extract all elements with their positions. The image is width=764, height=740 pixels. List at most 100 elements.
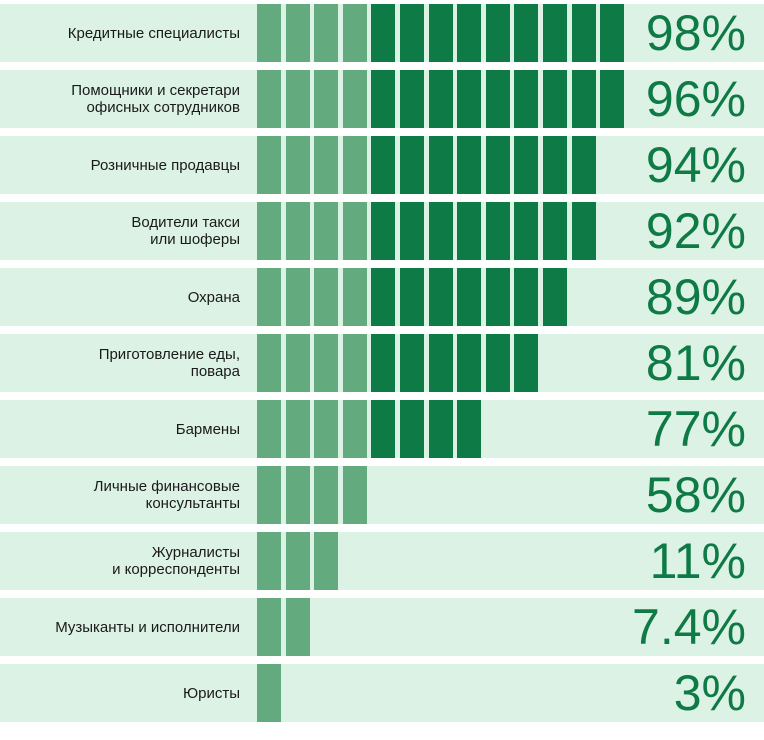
value-label: 81%: [645, 335, 746, 391]
bar-segment-dark: [486, 334, 510, 392]
bar-segment-dark: [429, 202, 453, 260]
bar-segment-dark: [429, 268, 453, 326]
bar-segment-dark: [429, 400, 453, 458]
bar-segment-dark: [429, 70, 453, 128]
bar-segment-light: [286, 136, 310, 194]
bar-segment-dark: [400, 202, 424, 260]
bar-segment-light: [343, 136, 367, 194]
bar-segment-light: [257, 268, 281, 326]
category-label: Приготовление еды, повара: [98, 346, 240, 380]
bar-segment-dark: [486, 202, 510, 260]
value-label: 3%: [673, 665, 746, 721]
bar-segment-dark: [514, 202, 538, 260]
bar-segment-dark: [400, 4, 424, 62]
bar-segment-dark: [457, 202, 481, 260]
category-label: Кредитные специалисты: [67, 24, 240, 42]
bar-segment-light: [343, 334, 367, 392]
bar-segment-light: [286, 4, 310, 62]
bar-segment-dark: [400, 70, 424, 128]
bar-segment-light: [257, 202, 281, 260]
value-label: 11%: [649, 533, 746, 589]
bar-segment-light: [286, 400, 310, 458]
bar-segment-light: [314, 136, 338, 194]
value-label: 96%: [645, 71, 746, 127]
bar-segment-dark: [371, 268, 395, 326]
bar-segment-light: [286, 598, 310, 656]
bar-segment-dark: [457, 400, 481, 458]
bar-segment-light: [343, 466, 367, 524]
bar-segment-dark: [572, 202, 596, 260]
bar-segment-light: [286, 268, 310, 326]
value-label: 89%: [645, 269, 746, 325]
bar-segment-dark: [429, 4, 453, 62]
bar-segment-dark: [371, 202, 395, 260]
value-label: 94%: [645, 137, 746, 193]
bar-row: [0, 466, 764, 524]
bar-segment-dark: [400, 400, 424, 458]
value-label: 92%: [645, 203, 746, 259]
value-label: 58%: [645, 467, 746, 523]
bar-segment-dark: [514, 70, 538, 128]
category-label: Личные финансовые консультанты: [93, 478, 240, 512]
bar-segment-dark: [543, 4, 567, 62]
bar-segment-light: [257, 334, 281, 392]
bar-segment-dark: [400, 136, 424, 194]
bar-row: [0, 598, 764, 656]
bar-segment-light: [257, 400, 281, 458]
bar-segment-light: [286, 532, 310, 590]
bar-segment-dark: [514, 4, 538, 62]
bar-segment-dark: [457, 268, 481, 326]
bar-segment-light: [257, 466, 281, 524]
bar-segment-dark: [600, 70, 624, 128]
category-label: Розничные продавцы: [90, 156, 240, 174]
bar-segment-light: [286, 70, 310, 128]
bar-segment-dark: [429, 334, 453, 392]
bar-segment-dark: [600, 4, 624, 62]
bar-segment-light: [314, 70, 338, 128]
category-label: Бармены: [175, 420, 240, 438]
value-label: 77%: [645, 401, 746, 457]
bar-row: [0, 532, 764, 590]
value-label: 98%: [645, 5, 746, 61]
bar-segment-dark: [514, 136, 538, 194]
bar-segment-light: [257, 664, 281, 722]
bar-segment-dark: [543, 202, 567, 260]
category-label: Охрана: [187, 288, 240, 306]
bar-segment-light: [257, 136, 281, 194]
bar-segment-dark: [486, 268, 510, 326]
bar-segment-light: [314, 202, 338, 260]
bar-segment-light: [343, 202, 367, 260]
bar-segment-dark: [371, 334, 395, 392]
bar-segment-light: [314, 466, 338, 524]
bar-segment-dark: [543, 70, 567, 128]
value-label: 7.4%: [632, 599, 746, 655]
bar-segment-dark: [457, 334, 481, 392]
bar-segment-dark: [572, 4, 596, 62]
bar-segment-light: [343, 4, 367, 62]
bar-segment-dark: [543, 268, 567, 326]
bar-segment-dark: [486, 136, 510, 194]
bar-segment-light: [257, 4, 281, 62]
category-label: Музыканты и исполнители: [55, 618, 240, 636]
bar-segment-light: [257, 70, 281, 128]
bar-segment-dark: [486, 4, 510, 62]
category-label: Помощники и секретари офисных сотруднико…: [71, 82, 240, 116]
category-label: Водители такси или шоферы: [131, 214, 240, 248]
bar-segment-dark: [457, 4, 481, 62]
bar-segment-dark: [400, 334, 424, 392]
bar-segment-light: [314, 334, 338, 392]
bar-segment-dark: [400, 268, 424, 326]
category-label: Юристы: [182, 684, 240, 702]
bar-segment-light: [314, 4, 338, 62]
bar-segment-light: [343, 268, 367, 326]
bar-segment-dark: [486, 70, 510, 128]
bar-segment-dark: [457, 70, 481, 128]
bar-segment-light: [314, 268, 338, 326]
bar-segment-dark: [371, 136, 395, 194]
bar-segment-light: [257, 532, 281, 590]
bar-segment-light: [286, 202, 310, 260]
bar-segment-dark: [457, 136, 481, 194]
bar-segment-dark: [371, 400, 395, 458]
bar-segment-light: [286, 334, 310, 392]
